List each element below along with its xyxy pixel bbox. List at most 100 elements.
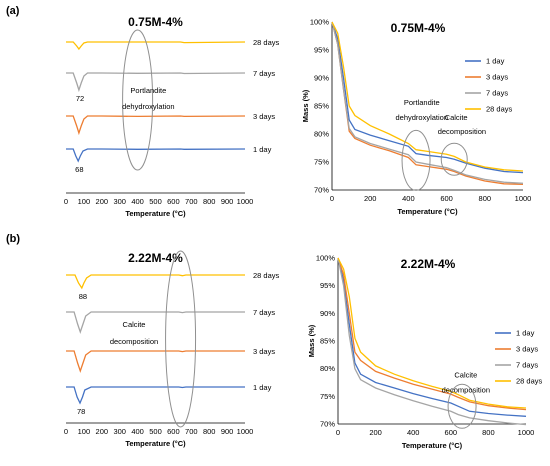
x-tick-label: 900 (221, 197, 234, 206)
annotation-label: Calcite (445, 113, 468, 122)
x-tick-label: 100 (78, 427, 91, 436)
annotation-label: decomposition (110, 337, 158, 346)
x-tick-label: 1000 (237, 427, 254, 436)
x-axis-title: Temperature (°C) (125, 209, 186, 218)
chart-title: 2.22M-4% (128, 251, 183, 265)
x-tick-label: 1000 (518, 428, 535, 437)
panel-label-b: (b) (6, 233, 20, 245)
annotation-label: decomposition (442, 385, 490, 394)
x-tick-label: 900 (221, 427, 234, 436)
series-line-1-day (331, 21, 524, 174)
curve-label-7-days: 7 days (253, 69, 275, 78)
x-tick-label: 800 (203, 427, 216, 436)
x-tick-label: 600 (167, 197, 180, 206)
x-tick-label: 400 (131, 197, 144, 206)
x-axis-title: Temperature (°C) (397, 207, 458, 216)
y-tick-label: 90% (320, 309, 335, 318)
series-line-7-days (66, 72, 246, 93)
annotation-label: Portlandite (404, 98, 440, 107)
x-tick-label: 800 (203, 197, 216, 206)
y-tick-label: 75% (314, 158, 329, 167)
x-tick-label: 300 (113, 197, 126, 206)
curve-label-28-days: 28 days (253, 38, 280, 47)
legend-label-7-days: 7 days (516, 361, 538, 370)
annotation-label: dehydroxylation (395, 113, 448, 122)
y-tick-label: 80% (314, 130, 329, 139)
x-tick-label: 1000 (515, 194, 532, 203)
chart-title: 0.75M-4% (128, 15, 183, 29)
x-tick-label: 0 (64, 197, 68, 206)
series-line-3-days (66, 115, 246, 136)
highlight-ellipse (440, 142, 468, 176)
y-tick-label: 85% (320, 337, 335, 346)
y-tick-label: 100% (316, 254, 336, 263)
series-line-7-days (66, 311, 245, 335)
series-line-7-days (337, 257, 527, 426)
x-tick-label: 700 (185, 197, 198, 206)
legend-label-28-days: 28 days (486, 105, 513, 114)
y-tick-label: 95% (320, 281, 335, 290)
legend-label-1-day: 1 day (486, 57, 505, 66)
y-tick-label: 95% (314, 46, 329, 55)
series-line-1-day (66, 148, 246, 163)
series-line-3-days (66, 350, 245, 374)
x-tick-label: 800 (479, 194, 492, 203)
x-tick-label: 200 (369, 428, 382, 437)
chart-title: 2.22M-4% (401, 257, 456, 271)
y-tick-label: 70% (314, 186, 329, 195)
curve-label-1-day: 1 day (253, 145, 272, 154)
x-tick-label: 600 (440, 194, 453, 203)
legend-label-3-days: 3 days (486, 73, 508, 82)
panel-label-a: (a) (6, 5, 20, 17)
dtg-chart-b: 2.22M-4% 0 100 200 300 400 500 600 700 800 900 1000… (64, 250, 280, 448)
highlight-ellipse (401, 129, 431, 191)
x-tick-label: 1000 (237, 197, 254, 206)
x-tick-label: 800 (482, 428, 495, 437)
x-tick-label: 100 (78, 197, 91, 206)
chart-title: 0.75M-4% (391, 21, 446, 35)
series-line-28-days (66, 274, 245, 290)
y-tick-label: 70% (320, 420, 335, 429)
x-tick-label: 200 (364, 194, 377, 203)
y-tick-label: 85% (314, 102, 329, 111)
highlight-ellipse (165, 250, 197, 428)
x-tick-label: 600 (445, 428, 458, 437)
legend-label-3-days: 3 days (516, 345, 538, 354)
legend-label-1-day: 1 day (516, 329, 535, 338)
y-tick-label: 90% (314, 74, 329, 83)
series-line-28-days (66, 41, 246, 51)
highlight-ellipse (447, 383, 477, 429)
y-tick-label: 80% (320, 364, 335, 373)
annotation-label: Calcite (454, 371, 477, 380)
series-line-7-days (331, 21, 524, 184)
x-tick-label: 0 (336, 428, 340, 437)
y-tick-label: 100% (310, 18, 330, 27)
x-tick-label: 600 (167, 427, 180, 436)
peak-label: 88 (79, 292, 87, 301)
x-tick-label: 400 (131, 427, 144, 436)
peak-label: 78 (77, 407, 85, 416)
series-line-3-days (337, 257, 527, 411)
series-line-28-days (331, 21, 524, 172)
y-tick-label: 75% (320, 392, 335, 401)
curve-label-28-days: 28 days (253, 271, 280, 280)
x-axis-title: Temperature (°C) (125, 439, 186, 448)
x-tick-label: 200 (96, 427, 109, 436)
highlight-ellipse (122, 29, 154, 171)
legend-label-7-days: 7 days (486, 89, 508, 98)
x-tick-label: 700 (185, 427, 198, 436)
annotation-label: Calcite (123, 320, 146, 329)
curve-label-3-days: 3 days (253, 347, 275, 356)
curve-label-3-days: 3 days (253, 112, 275, 121)
annotation-label: Portlandite (130, 86, 166, 95)
y-axis-title: Mass (%) (307, 324, 316, 357)
curve-label-1-day: 1 day (253, 383, 272, 392)
x-tick-label: 300 (113, 427, 126, 436)
x-tick-label: 400 (402, 194, 415, 203)
peak-label: 68 (75, 165, 83, 174)
legend-label-28-days: 28 days (516, 377, 543, 386)
annotation-label: dehydroxylation (122, 102, 175, 111)
series-line-1-day (337, 257, 527, 417)
x-tick-label: 400 (407, 428, 420, 437)
